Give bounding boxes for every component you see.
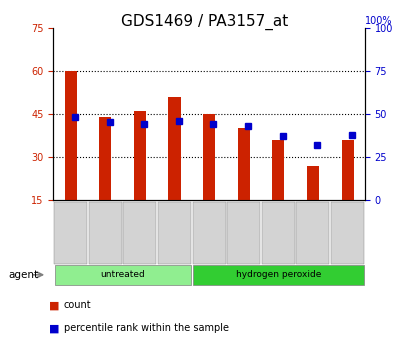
Text: GDS1469 / PA3157_at: GDS1469 / PA3157_at — [121, 14, 288, 30]
Text: untreated: untreated — [100, 270, 144, 279]
Bar — [237, 128, 249, 200]
Bar — [306, 166, 318, 200]
Bar — [64, 71, 76, 200]
Text: 100%: 100% — [364, 16, 391, 26]
Bar — [341, 140, 353, 200]
Text: hydrogen peroxide: hydrogen peroxide — [235, 270, 320, 279]
Text: ■: ■ — [49, 324, 60, 333]
Bar — [99, 117, 111, 200]
Bar — [202, 114, 215, 200]
Bar — [272, 140, 284, 200]
Text: agent: agent — [8, 270, 38, 280]
Text: ■: ■ — [49, 300, 60, 310]
Bar — [168, 97, 180, 200]
Bar — [133, 111, 146, 200]
Text: percentile rank within the sample: percentile rank within the sample — [63, 324, 228, 333]
Text: count: count — [63, 300, 91, 310]
